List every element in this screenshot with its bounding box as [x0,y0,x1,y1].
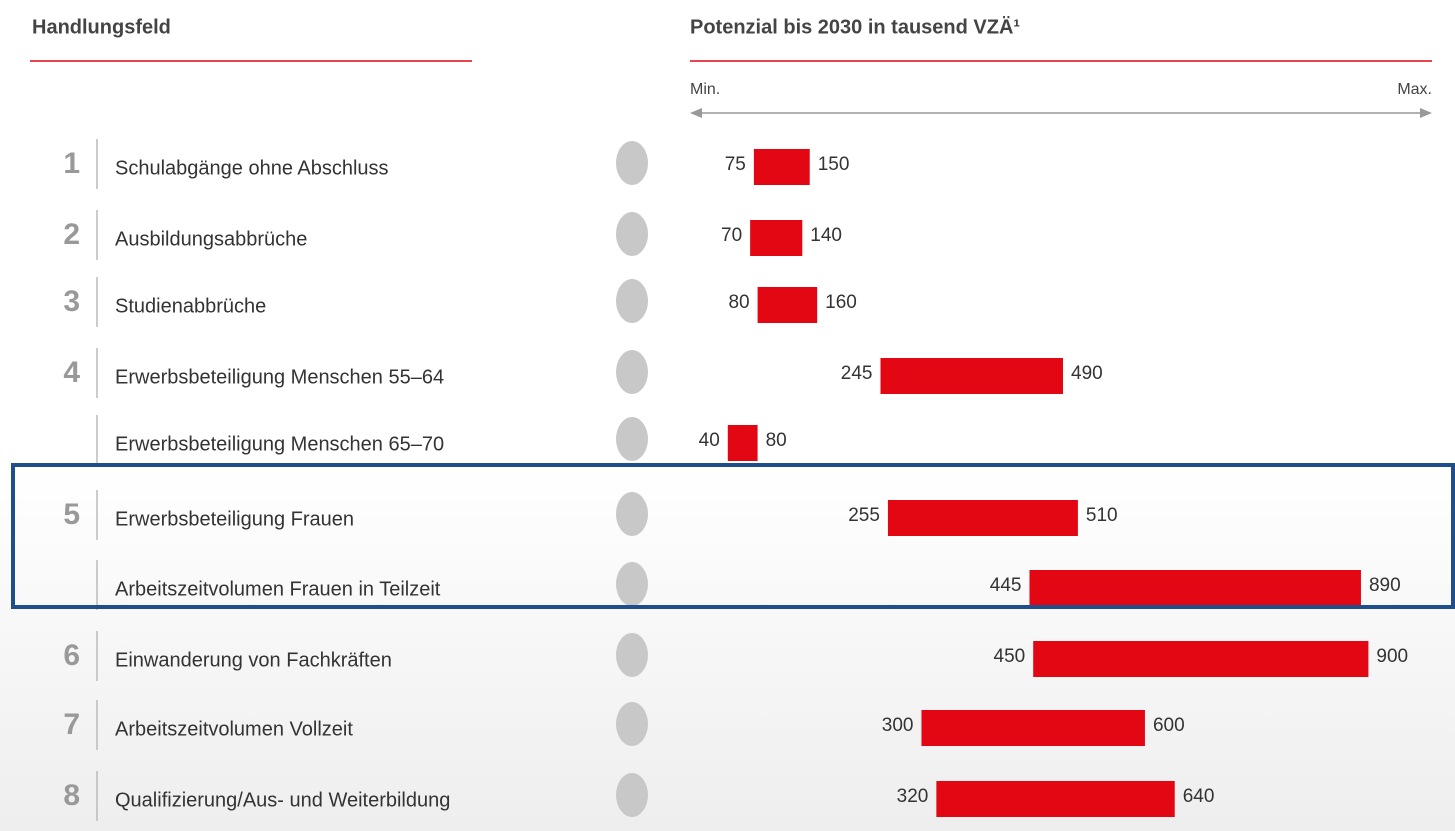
row-label: Erwerbsbeteiligung Frauen [115,508,354,530]
row-label: Studienabbrüche [115,295,266,317]
range-bar [727,425,758,461]
row-label: Erwerbsbeteiligung Menschen 65–70 [115,433,444,455]
right-header: Potenzial bis 2030 in tausend VZÄ¹ [690,15,1020,38]
range-bar [750,220,803,256]
max-value-label: 150 [818,154,850,175]
group-number: 8 [63,779,80,812]
range-bar [753,149,810,185]
min-value-label: 450 [994,646,1026,667]
row-icon [616,212,648,256]
range-bar [936,781,1175,817]
group-number: 4 [63,356,80,389]
min-value-label: 40 [699,430,720,451]
axis-max-label: Max. [1397,81,1432,98]
group-number: 5 [63,498,80,531]
max-value-label: 600 [1153,715,1185,736]
max-value-label: 640 [1183,786,1215,807]
group-number: 7 [63,708,80,741]
row-label: Ausbildungsabbrüche [115,228,307,250]
max-value-label: 140 [810,225,842,246]
range-bar [880,358,1063,394]
row-label: Arbeitszeitvolumen Frauen in Teilzeit [115,578,441,600]
left-header: Handlungsfeld [32,16,171,38]
group-number: 6 [63,639,80,672]
range-bar [887,500,1078,536]
min-value-label: 445 [990,575,1022,596]
row-icon [616,633,648,677]
row-label: Qualifizierung/Aus- und Weiterbildung [115,789,450,811]
row-label: Arbeitszeitvolumen Vollzeit [115,718,353,740]
row-label: Erwerbsbeteiligung Menschen 55–64 [115,366,444,388]
max-value-label: 160 [825,292,857,313]
max-value-label: 510 [1086,505,1118,526]
min-value-label: 320 [897,786,929,807]
row-icon [616,279,648,323]
min-value-label: 75 [725,154,746,175]
min-value-label: 245 [841,363,873,384]
arrow-head [690,108,702,118]
min-value-label: 80 [728,292,749,313]
row-icon [616,773,648,817]
row-icon [616,562,648,606]
max-value-label: 890 [1369,575,1401,596]
max-value-label: 490 [1071,363,1103,384]
row-icon [616,492,648,536]
row-icon [616,417,648,461]
min-value-label: 70 [721,225,742,246]
row-icon [616,141,648,185]
range-bar [757,287,818,323]
group-number: 1 [63,147,80,180]
range-bar [921,710,1145,746]
group-number: 3 [63,285,80,318]
group-number: 2 [63,218,80,251]
row-icon [616,702,648,746]
range-bar [1029,570,1361,606]
highlight-box [11,463,1455,609]
min-value-label: 300 [882,715,914,736]
arrow-head [1420,108,1432,118]
min-value-label: 255 [848,505,880,526]
max-value-label: 80 [766,430,787,451]
row-label: Einwanderung von Fachkräften [115,649,392,671]
axis-min-label: Min. [690,81,720,98]
row-label: Schulabgänge ohne Abschluss [115,157,389,179]
row-icon [616,350,648,394]
max-value-label: 900 [1376,646,1408,667]
range-bar [1033,641,1369,677]
